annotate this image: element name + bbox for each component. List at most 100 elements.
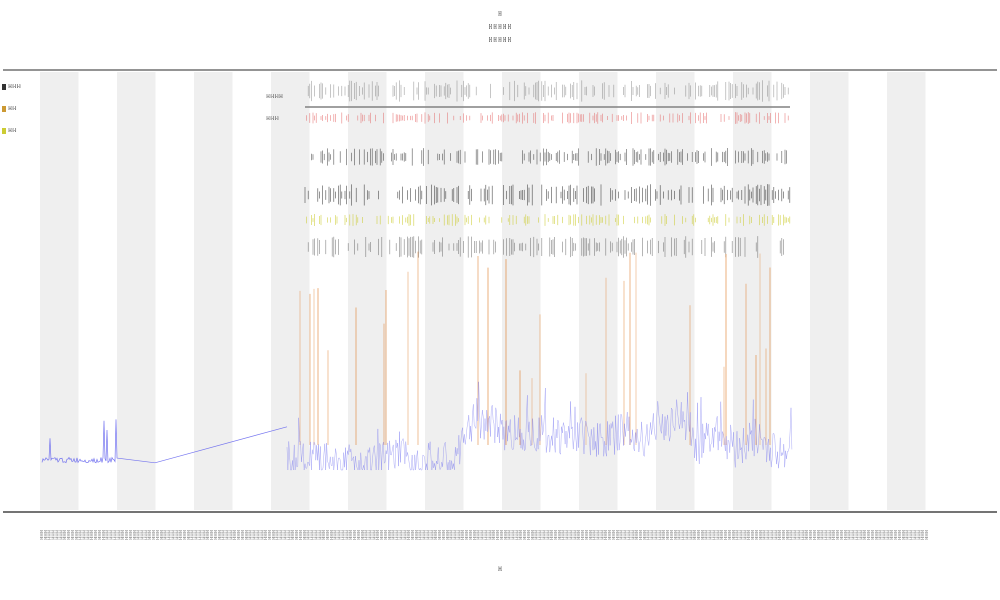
- x-tick-label: ℍℍℍ: [669, 530, 674, 540]
- x-tick-label: ℍℍℍ: [576, 530, 581, 540]
- x-tick-label: ℍℍℍ: [688, 530, 693, 540]
- x-tick-label: ℍℍℍ: [596, 530, 601, 540]
- x-tick-label: ℍℍℍ: [89, 530, 94, 540]
- x-tick-label: ℍℍℍ: [101, 530, 106, 540]
- x-tick-label: ℍℍℍ: [267, 530, 272, 540]
- x-tick-label: ℍℍℍ: [294, 530, 299, 540]
- legend-label: ℍℍ: [8, 106, 17, 112]
- x-tick-label: ℍℍℍ: [310, 530, 315, 540]
- x-tick-label: ℍℍℍ: [804, 530, 809, 540]
- x-tick-label: ℍℍℍ: [414, 530, 419, 540]
- legend-swatch: [2, 128, 6, 134]
- x-tick-label: ℍℍℍ: [847, 530, 852, 540]
- x-tick-label: ℍℍℍ: [839, 530, 844, 540]
- x-tick-label: ℍℍℍ: [290, 530, 295, 540]
- x-tick-label: ℍℍℍ: [151, 530, 156, 540]
- x-tick-label: ℍℍℍ: [321, 530, 326, 540]
- x-tick-label: ℍℍℍ: [398, 530, 403, 540]
- x-tick-label: ℍℍℍ: [456, 530, 461, 540]
- x-tick-label: ℍℍℍ: [190, 530, 195, 540]
- x-tick-label: ℍℍℍ: [317, 530, 322, 540]
- x-tick-label: ℍℍℍ: [240, 530, 245, 540]
- signal-noise: [286, 381, 793, 471]
- x-tick-label: ℍℍℍ: [746, 530, 751, 540]
- background-band: [348, 72, 387, 510]
- x-tick-label: ℍℍℍ: [565, 530, 570, 540]
- x-tick-label: ℍℍℍ: [843, 530, 848, 540]
- x-tick-label: ℍℍℍ: [870, 530, 875, 540]
- x-tick-label: ℍℍℍ: [259, 530, 264, 540]
- x-tick-label: ℍℍℍ: [228, 530, 233, 540]
- x-tick-label: ℍℍℍ: [445, 530, 450, 540]
- x-tick-label: ℍℍℍ: [213, 530, 218, 540]
- x-tick-label: ℍℍℍ: [487, 530, 492, 540]
- x-tick-label: ℍℍℍ: [874, 530, 879, 540]
- x-tick-label: ℍℍℍ: [325, 530, 330, 540]
- x-tick-label: ℍℍℍ: [711, 530, 716, 540]
- x-tick-label: ℍℍℍ: [209, 530, 214, 540]
- x-tick-label: ℍℍℍ: [603, 530, 608, 540]
- x-tick-label: ℍℍℍ: [306, 530, 311, 540]
- x-tick-label: ℍℍℍ: [480, 530, 485, 540]
- legend-item: ℍℍℍ: [2, 76, 21, 98]
- x-tick-label: ℍℍℍ: [55, 530, 60, 540]
- x-tick-label: ℍℍℍ: [511, 530, 516, 540]
- track-baseline: [305, 106, 790, 108]
- x-tick-label: ℍℍℍ: [514, 530, 519, 540]
- x-tick-label: ℍℍℍ: [599, 530, 604, 540]
- x-tick-label: ℍℍℍ: [124, 530, 129, 540]
- x-tick-label: ℍℍℍ: [147, 530, 152, 540]
- track-label: ℍℍℍℍ: [266, 94, 283, 100]
- x-tick-label: ℍℍℍ: [279, 530, 284, 540]
- x-tick-label: ℍℍℍ: [916, 530, 921, 540]
- x-tick-label: ℍℍℍ: [132, 530, 137, 540]
- x-tick-label: ℍℍℍ: [569, 530, 574, 540]
- x-tick-labels: ℍℍℍ ℍℍℍ ℍℍℍ ℍℍℍ ℍℍℍ ℍℍℍ ℍℍℍ ℍℍℍ ℍℍℍ ℍℍℍ ℍℍℍ ℍℍℍ ℍℍℍ ℍ…: [39, 530, 929, 540]
- x-tick-label: ℍℍℍ: [607, 530, 612, 540]
- x-tick-label: ℍℍℍ: [657, 530, 662, 540]
- signal-line: [41, 419, 288, 464]
- x-tick-label: ℍℍℍ: [298, 530, 303, 540]
- x-tick-label: ℍℍℍ: [182, 530, 187, 540]
- x-tick-label: ℍℍℍ: [727, 530, 732, 540]
- x-tick-label: ℍℍℍ: [43, 530, 48, 540]
- x-tick-label: ℍℍℍ: [719, 530, 724, 540]
- x-tick-label: ℍℍℍ: [580, 530, 585, 540]
- x-tick-label: ℍℍℍ: [344, 530, 349, 540]
- x-tick-label: ℍℍℍ: [789, 530, 794, 540]
- x-tick-label: ℍℍℍ: [93, 530, 98, 540]
- x-tick-label: ℍℍℍ: [387, 530, 392, 540]
- x-tick-label: ℍℍℍ: [592, 530, 597, 540]
- x-tick-label: ℍℍℍ: [371, 530, 376, 540]
- x-tick-label: ℍℍℍ: [62, 530, 67, 540]
- x-tick-label: ℍℍℍ: [901, 530, 906, 540]
- x-tick-label: ℍℍℍ: [313, 530, 318, 540]
- x-tick-label: ℍℍℍ: [677, 530, 682, 540]
- x-tick-label: ℍℍℍ: [406, 530, 411, 540]
- x-tick-label: ℍℍℍ: [395, 530, 400, 540]
- x-tick-label: ℍℍℍ: [352, 530, 357, 540]
- x-tick-label: ℍℍℍ: [47, 530, 52, 540]
- x-tick-label: ℍℍℍ: [159, 530, 164, 540]
- x-tick-label: ℍℍℍ: [762, 530, 767, 540]
- x-tick-label: ℍℍℍ: [773, 530, 778, 540]
- x-tick-label: ℍℍℍ: [418, 530, 423, 540]
- x-tick-label: ℍℍℍ: [364, 530, 369, 540]
- x-tick-label: ℍℍℍ: [499, 530, 504, 540]
- x-tick-label: ℍℍℍ: [464, 530, 469, 540]
- background-band: [194, 72, 233, 510]
- x-tick-label: ℍℍℍ: [391, 530, 396, 540]
- x-tick-label: ℍℍℍ: [503, 530, 508, 540]
- x-tick-label: ℍℍℍ: [909, 530, 914, 540]
- x-tick-label: ℍℍℍ: [630, 530, 635, 540]
- x-tick-label: ℍℍℍ: [201, 530, 206, 540]
- x-tick-label: ℍℍℍ: [897, 530, 902, 540]
- x-tick-label: ℍℍℍ: [912, 530, 917, 540]
- x-tick-label: ℍℍℍ: [507, 530, 512, 540]
- x-tick-label: ℍℍℍ: [777, 530, 782, 540]
- x-tick-label: ℍℍℍ: [460, 530, 465, 540]
- x-tick-label: ℍℍℍ: [731, 530, 736, 540]
- x-tick-label: ℍℍℍ: [673, 530, 678, 540]
- x-tick-label: ℍℍℍ: [491, 530, 496, 540]
